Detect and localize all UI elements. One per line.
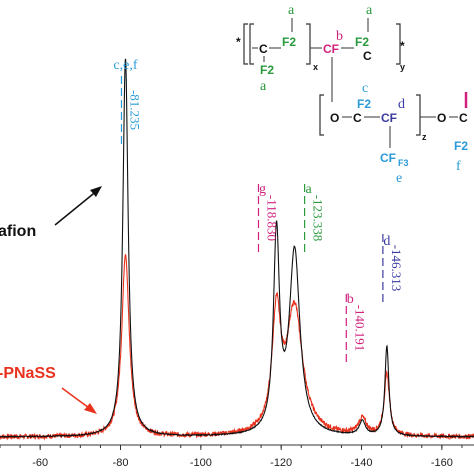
side-o1: O: [330, 111, 339, 125]
bracket-mid-x: [306, 23, 311, 65]
letter-f: f: [456, 159, 461, 174]
letter-a-top2: a: [366, 3, 373, 18]
arrow-red-head: [84, 403, 97, 414]
peak-letter: a: [305, 182, 312, 197]
chemical-structure: * C F2 a F2 a x CF b F2 a C * y O C F2 c…: [236, 3, 468, 186]
letter-b-top: b: [336, 29, 343, 44]
x-tick-label: -160: [431, 457, 453, 469]
letter-c: c: [362, 81, 368, 96]
series-line-black: [0, 58, 474, 439]
star-left: *: [236, 35, 241, 49]
arrow-black: [54, 189, 99, 226]
backbone-f2-top: F2: [282, 35, 296, 49]
peak-labels: c,e,f-81.235g-118.830a-123.338b-140.191d…: [113, 58, 404, 364]
peak-letter: d: [383, 234, 390, 249]
bracket-right: [396, 23, 401, 65]
peak-value: -140.191: [352, 305, 367, 352]
backbone-c2: C: [363, 49, 372, 63]
letter-a-bottom: a: [260, 79, 267, 94]
star-right: *: [400, 39, 405, 53]
side-cf: CF: [381, 111, 397, 125]
x-tick-label: -100: [190, 457, 212, 469]
peak-letter: b: [347, 292, 354, 307]
bracket-side-left: [319, 94, 324, 136]
x-tick-label: -140: [351, 457, 373, 469]
side-o2: O: [437, 111, 446, 125]
side-f2: F2: [357, 97, 371, 111]
series-label-red: -PNaSS: [0, 365, 56, 382]
bracket-left-outer: [243, 23, 248, 65]
peak-value: -118.830: [264, 195, 279, 241]
side-f2-b: F2: [454, 139, 468, 153]
peak-value: -123.338: [311, 195, 326, 242]
subscript-y: y: [400, 62, 405, 72]
peak-value: -81.235: [127, 90, 142, 130]
x-tick-label: -60: [32, 457, 48, 469]
x-axis-ticks: -60 -80 -100 -120 -140 -160: [0, 445, 463, 469]
series-label-black: afion: [0, 223, 36, 240]
arrow-black-head: [90, 186, 102, 197]
backbone-f2-top2: F2: [355, 35, 369, 49]
backbone-cf: CF: [323, 42, 339, 56]
backbone-c1: C: [259, 42, 268, 56]
side-c3: C: [459, 111, 468, 125]
peak-value: -146.313: [389, 245, 404, 292]
x-tick-label: -120: [270, 457, 292, 469]
subscript-z: z: [422, 132, 427, 142]
backbone-f2-bottom: F2: [260, 63, 274, 77]
letter-a-top1: a: [288, 3, 295, 18]
side-cf3: CF: [380, 151, 396, 165]
letter-e: e: [396, 171, 402, 186]
bracket-side-right: [416, 94, 421, 136]
letter-d: d: [398, 97, 405, 112]
x-tick-label: -80: [113, 457, 129, 469]
peak-letter: g: [259, 182, 266, 197]
bracket-left-inner: [249, 23, 254, 65]
side-c: C: [353, 111, 362, 125]
peak-letter: c,e,f: [113, 58, 137, 73]
side-f3-sub: F3: [398, 158, 409, 168]
subscript-x: x: [313, 62, 318, 72]
